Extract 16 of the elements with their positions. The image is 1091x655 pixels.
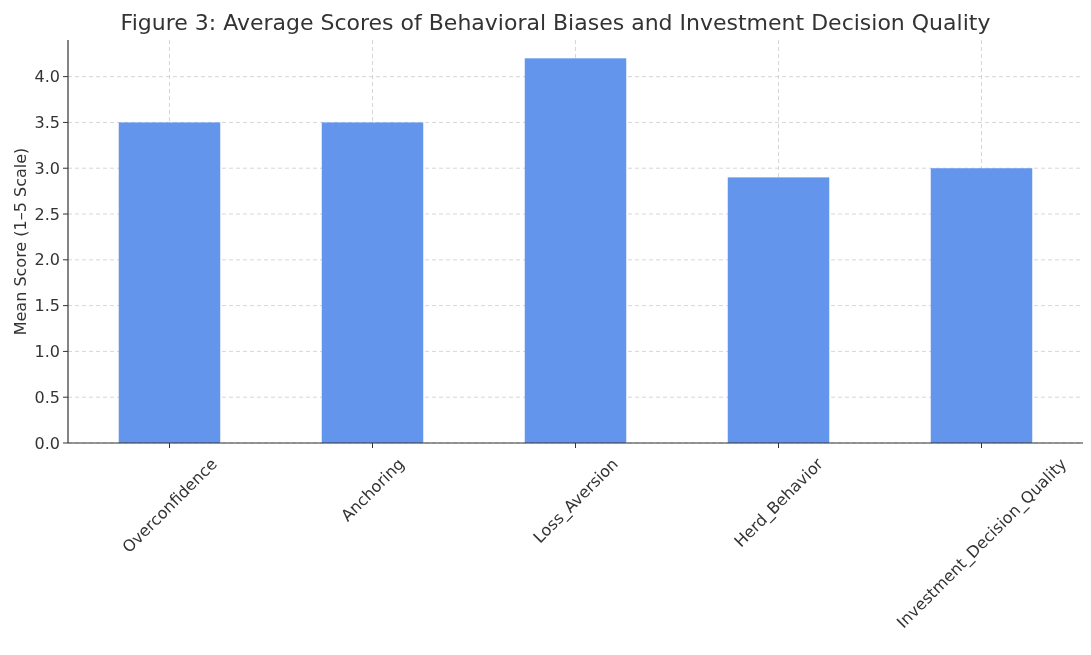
bar bbox=[118, 122, 221, 443]
bar bbox=[524, 58, 627, 443]
y-tick-label: 0.5 bbox=[34, 387, 60, 407]
y-tick-label: 4.0 bbox=[34, 67, 60, 87]
chart-title: Figure 3: Average Scores of Behavioral Biases and Investment Decision Quality bbox=[120, 10, 991, 35]
y-tick-label: 2.5 bbox=[34, 204, 60, 224]
y-tick-label: 1.5 bbox=[34, 296, 60, 316]
y-tick-label: 3.5 bbox=[34, 113, 60, 133]
y-tick-label: 1.0 bbox=[34, 342, 60, 362]
bar bbox=[727, 177, 830, 443]
y-axis-title: Mean Score (1–5 Scale) bbox=[11, 147, 30, 336]
bar bbox=[930, 168, 1033, 443]
bar bbox=[321, 122, 424, 443]
y-tick-label: 2.0 bbox=[34, 250, 60, 270]
y-tick-label: 3.0 bbox=[34, 158, 60, 178]
y-tick-label: 0.0 bbox=[34, 433, 60, 453]
